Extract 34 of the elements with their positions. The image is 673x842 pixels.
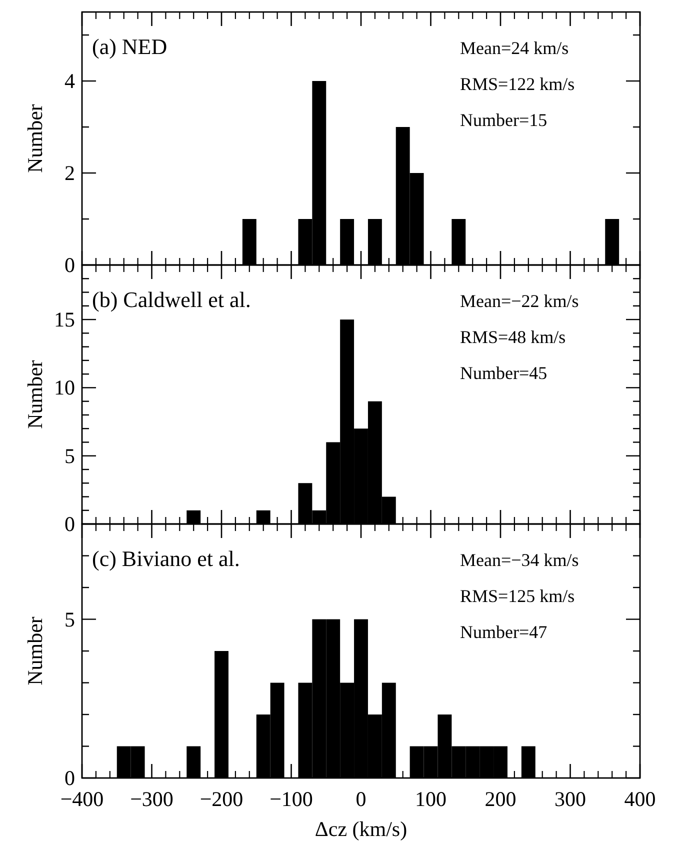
annotation: Number=45 <box>460 363 548 383</box>
annotation: Number=47 <box>460 622 548 642</box>
y-axis-title: Number <box>23 360 47 429</box>
y-tick-label: 5 <box>64 607 75 632</box>
x-tick-label: 400 <box>624 787 656 811</box>
y-tick-label: 4 <box>64 69 76 93</box>
y-tick-label: 15 <box>54 308 75 332</box>
x-tick-label: 100 <box>415 787 446 811</box>
x-tick-label: 200 <box>484 787 516 811</box>
annotation: RMS=48 km/s <box>460 327 566 347</box>
x-tick-label: −100 <box>270 787 313 811</box>
y-tick-label: 2 <box>64 161 75 185</box>
x-tick-label: −300 <box>130 787 174 811</box>
y-tick-label: 0 <box>64 512 75 536</box>
x-tick-label: −200 <box>200 787 244 811</box>
y-tick-label: 10 <box>54 376 75 400</box>
y-tick-label: 0 <box>64 253 75 277</box>
annotation: Mean=−34 km/s <box>460 550 579 570</box>
text: (b) Caldwell et al. <box>92 287 251 312</box>
text: (a) NED <box>92 34 168 59</box>
annotation: Mean=−22 km/s <box>460 291 579 311</box>
y-tick-label: 5 <box>64 444 75 468</box>
annotation: RMS=125 km/s <box>460 586 575 606</box>
annotation: Mean=24 km/s <box>460 38 569 58</box>
text: (c) Biviano et al. <box>92 546 240 571</box>
y-axis-title: Number <box>23 616 47 686</box>
x-axis-title: Δcz (km/s) <box>314 817 408 841</box>
y-tick-label: 0 <box>64 766 75 790</box>
y-axis-title: Number <box>23 104 47 173</box>
x-tick-label: 300 <box>554 787 586 811</box>
x-tick-label: −400 <box>60 787 104 811</box>
annotation: RMS=122 km/s <box>460 74 575 94</box>
annotation: Number=15 <box>460 110 548 130</box>
x-tick-label: 0 <box>356 787 366 811</box>
